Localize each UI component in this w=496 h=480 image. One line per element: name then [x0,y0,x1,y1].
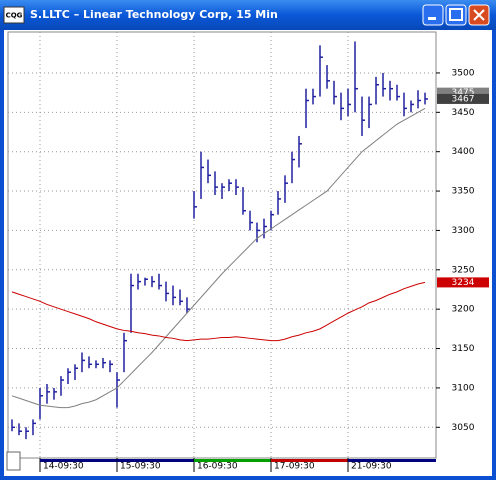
window-buttons [422,4,490,26]
y-tick-label: 3050 [452,423,475,433]
y-tick-label: 3400 [452,147,475,157]
app-icon-text: CQG [6,12,23,20]
title-bar [0,0,496,30]
price-tag-label: 3467 [452,94,475,104]
maximize-glyph [449,8,463,21]
session-band [39,459,117,462]
session-band [348,459,436,462]
x-tick-label: 17-09:30 [274,462,315,472]
moving-average [11,281,426,342]
y-tick-label: 3450 [452,108,475,118]
y-tick-label: 3300 [452,226,475,236]
y-tick-label: 3150 [452,344,475,354]
y-tick-label: 3100 [452,383,475,393]
x-tick-label: 16-09:30 [197,462,238,472]
moving-average [11,107,426,409]
x-tick-label: 15-09:30 [120,462,161,472]
x-tick-label: 21-09:30 [351,462,392,472]
price-tag-label: 3475 [452,88,475,98]
price-tag [437,277,489,288]
y-tick-label: 3500 [452,68,475,78]
window-title: S.LLTC – Linear Technology Corp, 15 Min [30,8,278,21]
session-band [271,459,349,462]
price-tag-label: 3234 [452,278,475,288]
plot: 3050 3100 3150 3200 3250 3300 3350 3400 3450 3500… [8,32,489,472]
plot-area [7,31,437,459]
y-tick-label: 3250 [452,265,475,275]
scroll-box[interactable] [6,451,21,471]
minimize-glyph [428,17,436,20]
x-tick-label: 14-09:30 [43,462,84,472]
minimize-button[interactable] [422,4,444,26]
app-icon [3,6,25,24]
price-tag [437,93,489,104]
price-tag [437,87,489,98]
session-band [193,459,272,462]
y-tick-label: 3200 [452,305,475,315]
y-tick-label: 3350 [452,187,475,197]
session-band [116,459,194,462]
close-glyph [473,9,485,21]
